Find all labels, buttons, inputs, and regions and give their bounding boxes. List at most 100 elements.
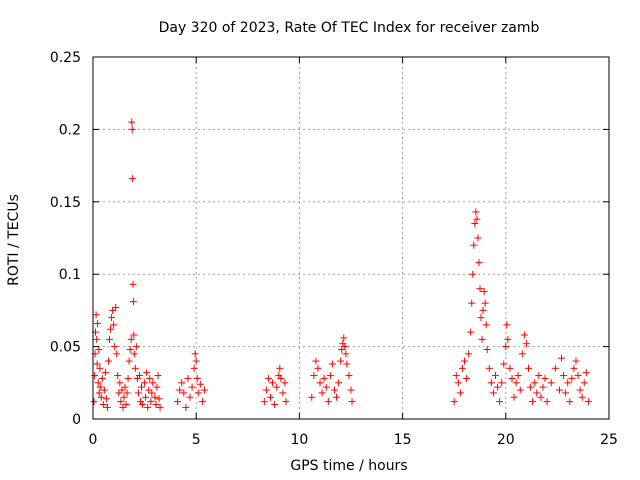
data-point: [119, 403, 127, 411]
data-point: [502, 343, 510, 351]
data-point: [537, 393, 545, 401]
data-point: [481, 299, 489, 307]
data-point: [98, 374, 106, 382]
x-tick-label: 20: [497, 432, 515, 448]
data-point: [348, 398, 356, 406]
data-point: [454, 379, 462, 387]
data-point: [494, 383, 502, 391]
data-point: [106, 335, 114, 343]
data-point: [473, 215, 481, 223]
data-point: [130, 331, 138, 339]
data-point: [503, 321, 511, 329]
data-point: [487, 379, 495, 387]
data-point: [107, 325, 115, 333]
data-point: [463, 374, 471, 382]
y-tick-label: 0.05: [50, 340, 81, 356]
data-point: [174, 398, 182, 406]
data-point: [312, 357, 320, 365]
x-tick-label: 5: [192, 432, 201, 448]
data-point: [269, 379, 277, 387]
data-point: [129, 298, 137, 306]
data-point: [97, 393, 105, 401]
data-point: [570, 364, 578, 372]
data-point: [94, 379, 102, 387]
data-point: [191, 350, 199, 358]
data-point: [578, 393, 586, 401]
data-point: [547, 379, 555, 387]
data-point: [498, 379, 506, 387]
data-point: [143, 369, 151, 377]
data-point: [347, 386, 355, 394]
data-point: [472, 208, 480, 216]
data-point: [152, 401, 160, 409]
data-point: [190, 364, 198, 372]
data-point: [262, 386, 270, 394]
data-point: [198, 398, 206, 406]
plot-frame: [92, 56, 610, 420]
data-point: [337, 357, 345, 365]
x-tick-label: 15: [394, 432, 412, 448]
data-point: [580, 379, 588, 387]
data-point: [151, 393, 159, 401]
data-point: [156, 403, 164, 411]
data-point: [510, 393, 518, 401]
data-point: [93, 335, 101, 343]
data-point: [139, 401, 147, 409]
data-point: [512, 379, 520, 387]
data-point: [282, 398, 290, 406]
data-point: [145, 386, 153, 394]
data-point: [200, 386, 208, 394]
data-point: [483, 345, 491, 353]
data-point: [456, 389, 464, 397]
data-point: [260, 398, 268, 406]
data-point: [450, 398, 458, 406]
data-point: [281, 379, 289, 387]
data-point: [543, 398, 551, 406]
data-point: [465, 350, 473, 358]
y-axis-label: ROTI / TECUs: [6, 194, 22, 286]
data-point: [480, 288, 488, 296]
data-point: [310, 372, 318, 380]
data-point: [338, 345, 346, 353]
data-point: [277, 374, 285, 382]
data-point: [539, 383, 547, 391]
data-point: [479, 306, 487, 314]
data-point: [564, 379, 572, 387]
data-point: [279, 389, 287, 397]
data-point: [500, 360, 508, 368]
data-point: [533, 389, 541, 397]
data-point: [182, 403, 190, 411]
data-point: [147, 398, 155, 406]
data-point: [582, 369, 590, 377]
data-point: [125, 357, 133, 365]
data-point: [320, 374, 328, 382]
data-point: [478, 335, 486, 343]
data-point: [184, 374, 192, 382]
data-point: [527, 383, 535, 391]
data-point: [92, 311, 100, 319]
x-tick-label: 25: [600, 432, 618, 448]
x-tick-label: 10: [290, 432, 308, 448]
data-point: [584, 398, 592, 406]
data-point: [129, 175, 137, 183]
x-tick-label: 0: [89, 432, 98, 448]
data-point: [333, 393, 341, 401]
data-point: [192, 357, 200, 365]
data-point: [96, 364, 104, 372]
y-tick-label: 0.2: [59, 122, 81, 138]
data-point: [124, 374, 132, 382]
data-point: [535, 372, 543, 380]
data-point: [271, 401, 279, 409]
data-point: [324, 398, 332, 406]
data-point: [95, 389, 103, 397]
data-point: [452, 372, 460, 380]
data-point: [475, 259, 483, 267]
data-point: [153, 383, 161, 391]
data-point: [141, 379, 149, 387]
data-point: [114, 372, 122, 380]
data-point: [341, 343, 349, 351]
data-point: [525, 364, 533, 372]
data-point: [469, 270, 477, 278]
data-point: [558, 354, 566, 362]
data-point: [155, 395, 163, 403]
